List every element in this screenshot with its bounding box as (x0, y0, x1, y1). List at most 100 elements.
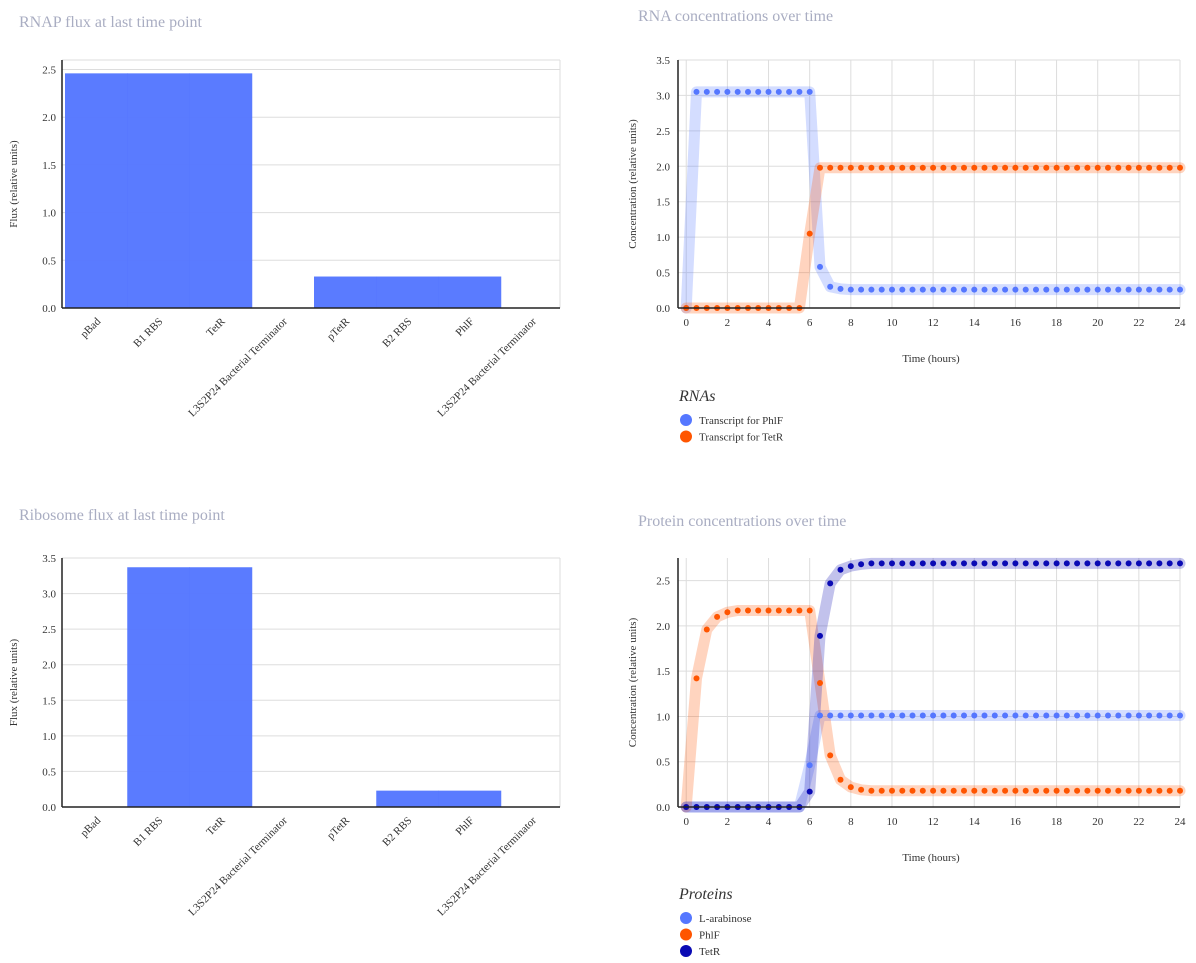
bar (376, 276, 439, 308)
x-tick-label: 18 (1051, 816, 1063, 828)
data-point (899, 164, 906, 171)
data-point (1084, 164, 1091, 171)
data-point (1177, 164, 1183, 171)
bar (127, 73, 190, 308)
bar (376, 790, 439, 807)
legend-swatch (680, 912, 692, 924)
ribosome-flux-chart: Ribosome flux at last time point 0.0 0.5 1.… (8, 507, 561, 918)
data-point (1177, 712, 1183, 719)
x-category-label: PhlF (454, 815, 477, 838)
data-point (961, 164, 967, 171)
data-point (1084, 560, 1091, 567)
y-tick-label: 0.0 (656, 303, 670, 315)
data-point (971, 787, 978, 794)
data-point (847, 164, 854, 171)
legend-label: Transcript for TetR (699, 432, 784, 444)
legend-swatch (680, 430, 692, 443)
data-point (930, 560, 937, 567)
data-point (878, 787, 885, 794)
data-point (1135, 286, 1142, 293)
data-point (889, 787, 895, 794)
data-point (1012, 560, 1019, 567)
data-point (1166, 712, 1173, 719)
x-tick-label: 12 (928, 816, 939, 828)
x-tick-label: 20 (1092, 816, 1104, 828)
data-point (950, 712, 957, 719)
data-point (827, 164, 834, 171)
x-tick-label: 10 (886, 816, 898, 828)
data-point (909, 787, 916, 794)
x-tick-label: 8 (848, 317, 854, 329)
data-point (1135, 787, 1142, 794)
y-tick-label: 2.0 (42, 112, 56, 124)
x-tick-label: 2 (725, 816, 731, 828)
data-point (971, 560, 978, 567)
legend-title: RNAs (678, 388, 715, 405)
data-point (1002, 787, 1009, 794)
x-category-label: L3S2P24 Bacterial Terminator (435, 315, 539, 419)
data-point (817, 164, 823, 171)
x-tick-label: 14 (969, 816, 981, 828)
data-point (1074, 712, 1081, 719)
data-point (930, 164, 937, 171)
data-point (827, 580, 834, 587)
data-point (981, 712, 988, 719)
bar (438, 790, 502, 807)
data-point (858, 561, 865, 568)
y-tick-label: 2.0 (42, 660, 56, 672)
data-point (1105, 787, 1111, 794)
x-tick-label: 16 (1010, 816, 1022, 828)
data-point (1146, 560, 1153, 567)
data-point (1094, 712, 1101, 719)
data-point (703, 88, 710, 95)
data-point (1156, 560, 1163, 567)
data-point (889, 286, 895, 293)
data-point (909, 164, 916, 171)
data-point (889, 560, 895, 567)
data-point (1146, 286, 1153, 293)
x-category-label: B1 RBS (131, 316, 165, 350)
data-point (755, 88, 762, 95)
data-point (837, 566, 844, 573)
y-tick-label: 1.5 (656, 197, 670, 209)
data-point (1094, 787, 1101, 794)
data-point (899, 787, 906, 794)
data-point (806, 788, 813, 795)
data-point (1022, 560, 1029, 567)
y-tick-label: 1.0 (42, 731, 56, 743)
data-point (817, 632, 823, 639)
data-point (899, 560, 906, 567)
chart-title: RNA concentrations over time (638, 8, 833, 25)
bar (314, 276, 377, 308)
data-point (1063, 286, 1070, 293)
data-point (734, 88, 741, 95)
bar (127, 567, 190, 807)
data-point (786, 607, 793, 614)
data-point (796, 607, 803, 614)
chart-title: RNAP flux at last time point (19, 14, 203, 31)
x-category-label: B2 RBS (380, 316, 414, 350)
data-point (919, 164, 926, 171)
y-tick-label: 2.5 (656, 576, 670, 588)
data-point (940, 560, 947, 567)
data-point (1022, 164, 1029, 171)
data-point (878, 560, 885, 567)
x-axis-label: Time (hours) (902, 852, 960, 864)
data-point (889, 712, 895, 719)
data-point (1156, 712, 1163, 719)
data-point (858, 712, 865, 719)
y-axis-label: Concentration (relative units) (627, 617, 639, 747)
data-point (1043, 286, 1050, 293)
data-point (909, 560, 916, 567)
data-point (1166, 164, 1173, 171)
data-point (971, 712, 978, 719)
x-category-label: L3S2P24 Bacterial Terminator (186, 315, 290, 419)
data-point (919, 787, 926, 794)
data-point (868, 712, 875, 719)
data-point (1043, 560, 1050, 567)
y-tick-label: 2.5 (42, 65, 56, 77)
data-point (950, 560, 957, 567)
data-point (724, 88, 731, 95)
data-point (950, 286, 957, 293)
